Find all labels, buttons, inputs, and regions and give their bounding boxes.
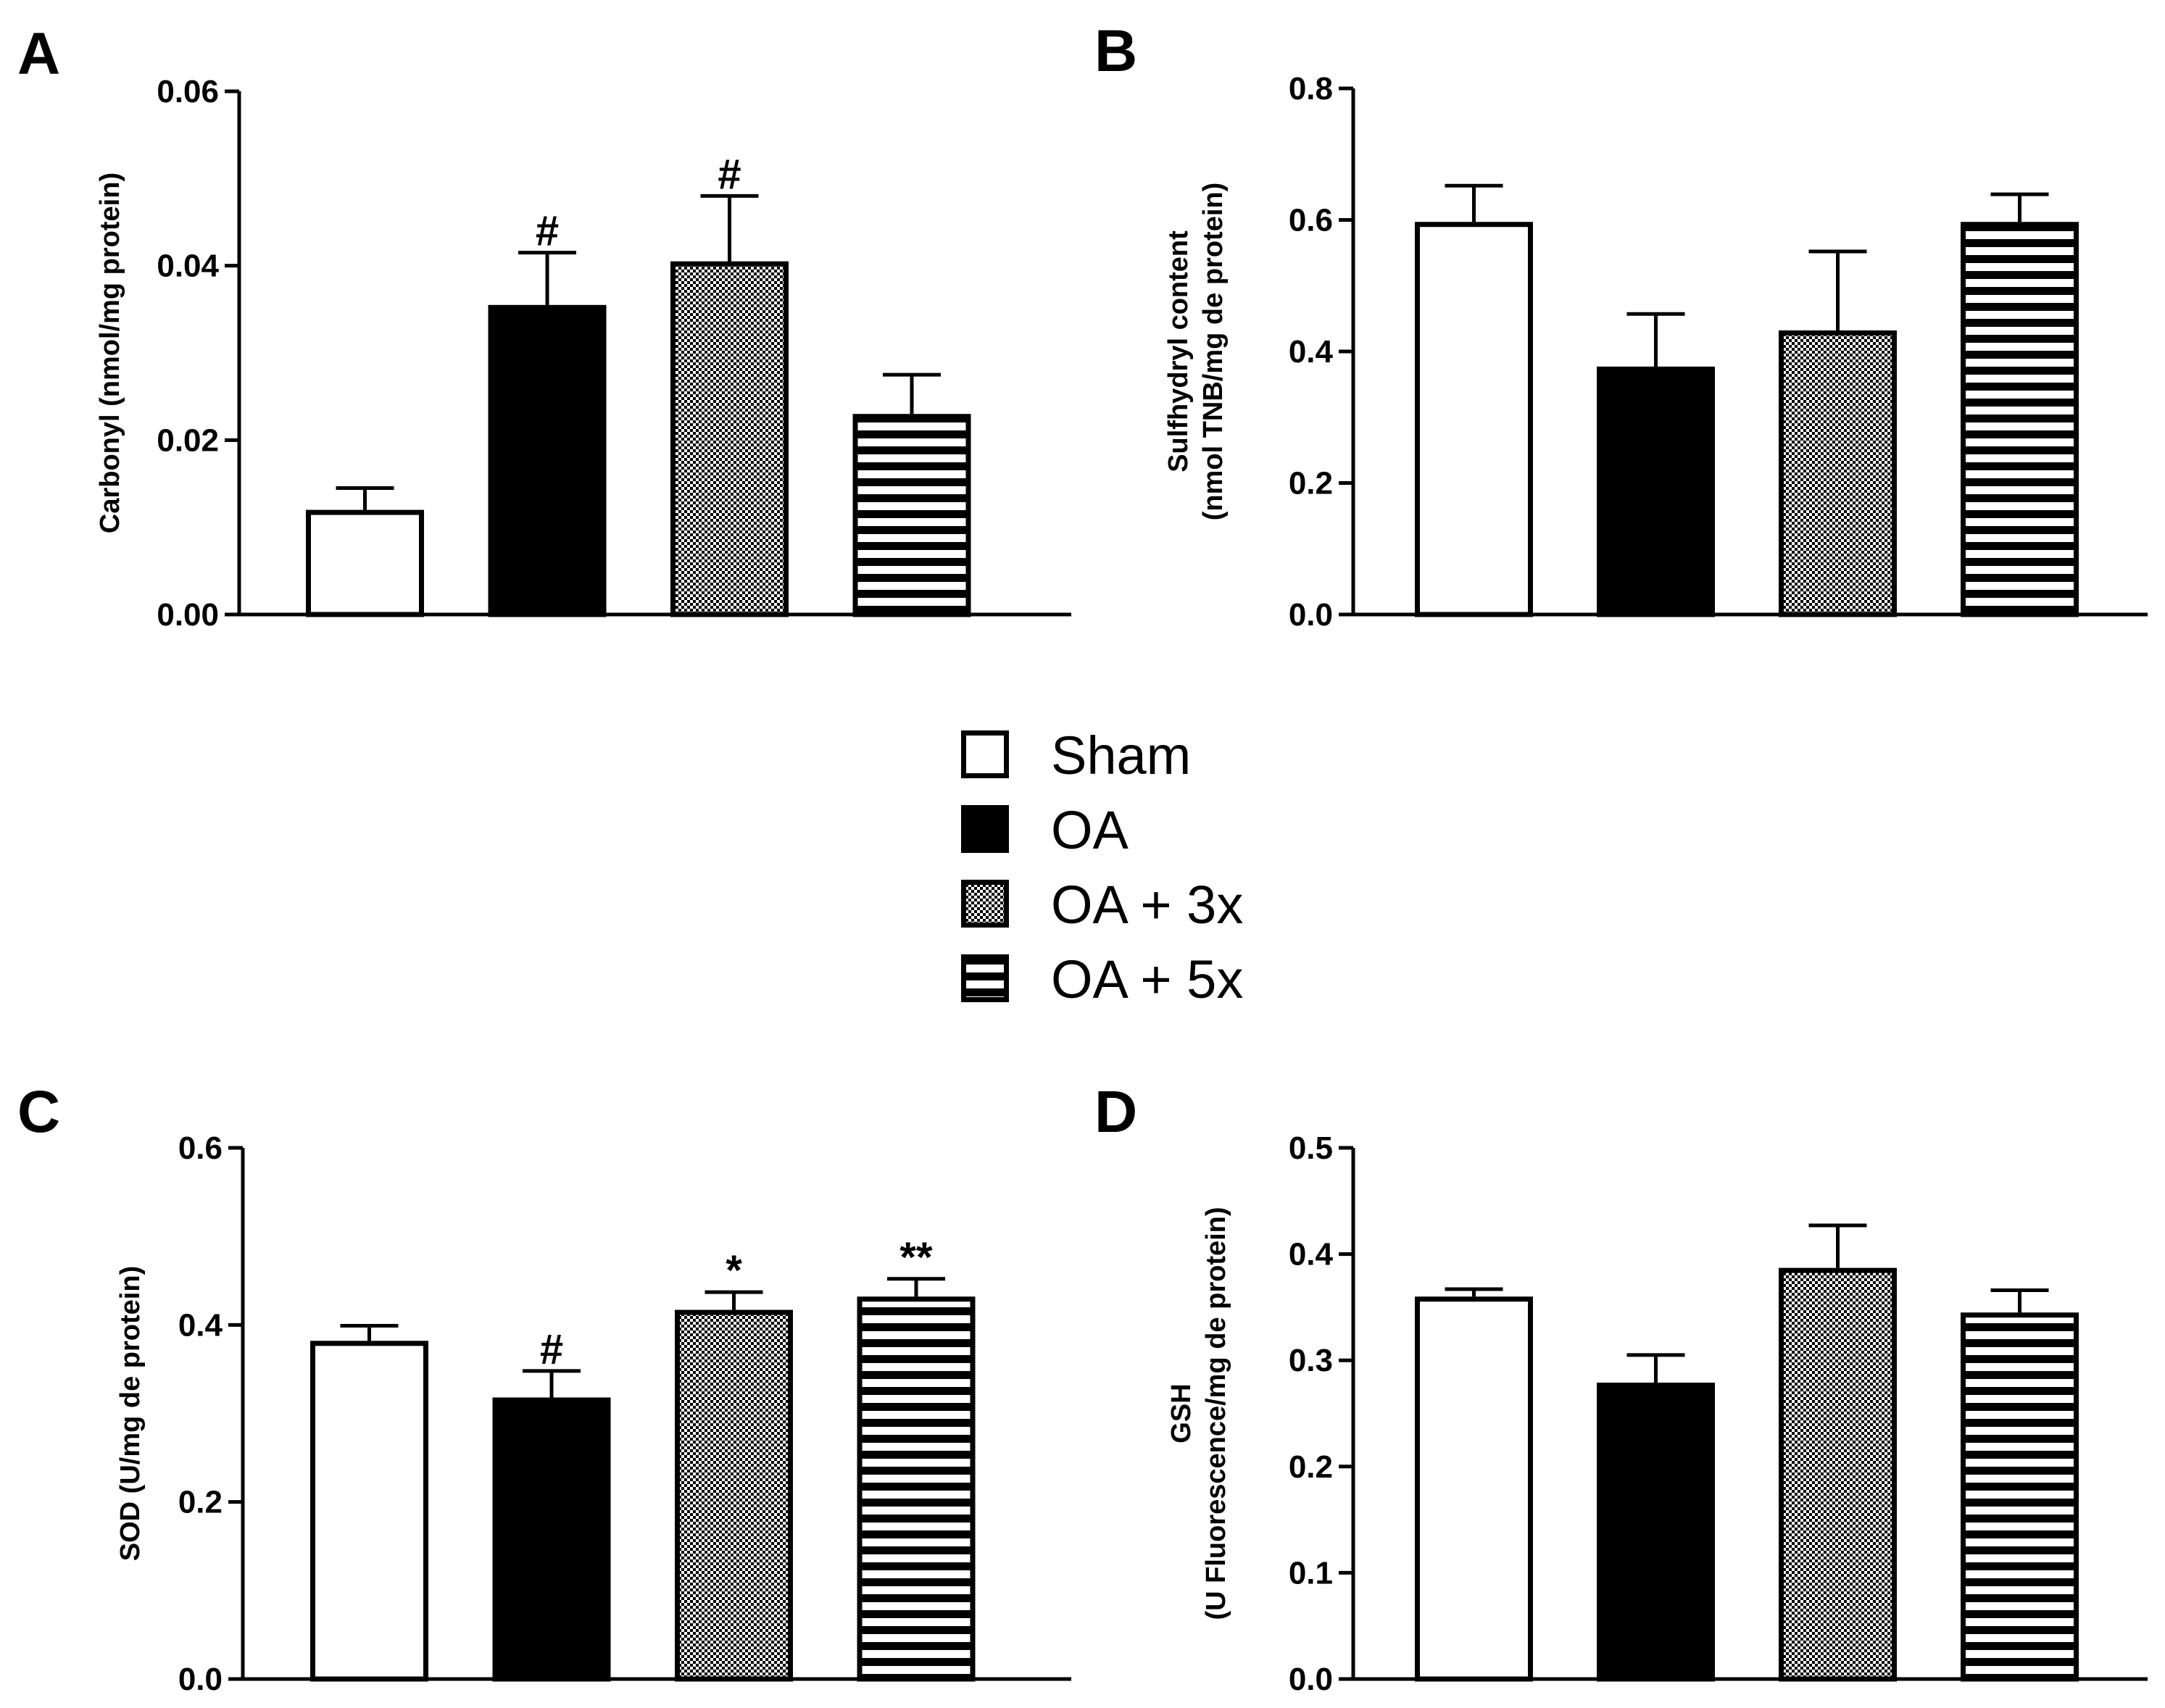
legend-label: OA [1051,800,1129,860]
bar-b-sham [1415,222,1533,617]
bar-d-oa [1597,1382,1715,1682]
legend-label: OA + 5x [1051,949,1243,1009]
chart-panel-b: B Sulfhydryl content (nmol TNB/mg de prote… [1094,18,2148,633]
legend-swatch-black [961,805,1009,853]
y-axis-title-b-line-1: Sulfhydryl content [1163,230,1194,472]
significance-mark-c: * [726,1247,742,1294]
y-tick-label-d: 0.3 [1289,1343,1333,1378]
bar-c-oa [492,1397,611,1682]
bar-b-oa-3x [1779,330,1897,617]
y-axis-title-a: Carbonyl (nmol/mg protein) [95,172,125,533]
legend-swatch-stripes [961,954,1009,1002]
y-tick-label-b: 0.0 [1289,597,1333,633]
bar-a-oa [488,304,607,617]
y-axis-title-d-line-1: GSH [1166,1383,1197,1443]
significance-mark-c: ** [899,1234,933,1281]
chart-panel-a: A Carbonyl (nmol/mg protein) 0.00 0.02 0.04 0… [17,21,1071,633]
bar-b-oa [1597,366,1715,617]
legend-swatch-white [961,730,1009,778]
significance-mark-a: # [536,208,559,255]
y-tick-label-b: 0.8 [1289,71,1333,107]
legend-label: OA + 3x [1051,875,1243,935]
y-tick-label-d: 0.0 [1289,1662,1333,1697]
y-tick-label-a: 0.04 [157,249,219,284]
bar-c-oa-5x [857,1296,976,1682]
bar-d-oa-5x [1961,1312,2079,1682]
chart-panel-d: D GSH (U Fluorescence/mg de protein) 0.0 0.1… [1094,1079,2148,1697]
panel-letter-b: B [1094,18,1137,84]
legend-swatch-checker [961,880,1009,928]
panel-letter-c: C [17,1079,60,1145]
legend: Sham OA OA + 3x OA + 5x [961,725,1243,1009]
y-tick-label-c: 0.6 [178,1130,223,1166]
y-tick-label-d: 0.2 [1289,1449,1333,1485]
bar-a-oa-3x [670,261,789,617]
significance-mark-a: # [718,151,741,198]
y-tick-label-d: 0.5 [1289,1130,1333,1166]
y-tick-label-b: 0.6 [1289,203,1333,238]
y-axis-title-b-line-2: (nmol TNB/mg de protein) [1198,183,1229,521]
bar-c-oa-3x [675,1309,793,1682]
y-tick-label-c: 0.4 [178,1307,223,1343]
y-tick-label-c: 0.2 [178,1485,223,1520]
y-tick-label-d: 0.1 [1289,1555,1333,1591]
bar-a-sham [306,509,424,617]
panel-letter-a: A [17,21,60,87]
bar-d-sham [1415,1296,1533,1682]
y-axis-title-c: SOD (U/mg de protein) [115,1266,146,1561]
y-tick-label-b: 0.4 [1289,334,1334,370]
y-tick-label-d: 0.4 [1289,1237,1334,1272]
bar-d-oa-3x [1779,1267,1897,1682]
y-tick-label-a: 0.00 [157,597,219,633]
legend-label: Sham [1051,725,1191,786]
significance-mark-c: # [540,1326,563,1373]
panel-letter-d: D [1094,1079,1137,1145]
bar-a-oa-5x [852,414,971,617]
y-tick-label-a: 0.06 [157,74,219,109]
y-tick-label-b: 0.2 [1289,466,1333,501]
y-tick-label-a: 0.02 [157,422,219,458]
y-tick-label-c: 0.0 [178,1662,223,1697]
bar-b-oa-5x [1961,222,2079,617]
y-axis-title-d-line-2: (U Fluorescence/mg de protein) [1201,1207,1231,1620]
bar-c-sham [310,1341,428,1682]
